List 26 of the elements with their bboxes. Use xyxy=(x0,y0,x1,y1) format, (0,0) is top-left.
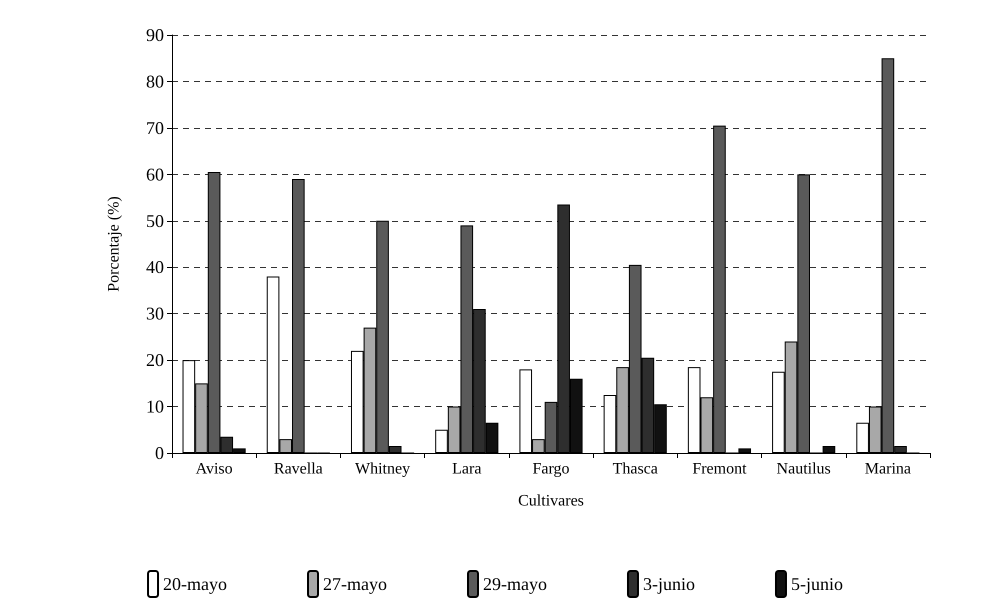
y-tick-label: 40 xyxy=(146,257,164,278)
y-tick-label: 70 xyxy=(146,118,164,138)
x-tick-label: Fremont xyxy=(692,460,748,478)
y-tick-label: 10 xyxy=(146,396,164,417)
x-tick-label: Aviso xyxy=(196,460,233,478)
y-tick-label: 90 xyxy=(146,25,164,45)
x-axis-title: Cultivares xyxy=(518,492,584,510)
y-tick-label: 30 xyxy=(146,304,164,324)
x-tick-label: Whitney xyxy=(355,460,410,478)
y-axis-title: Porcentaje (%) xyxy=(106,196,122,292)
legend-label: 3-junio xyxy=(642,574,695,594)
x-tick-label: Thasca xyxy=(612,460,658,478)
x-tick-label: Marina xyxy=(864,460,911,478)
y-tick-label: 80 xyxy=(146,71,164,92)
x-tick-label: Ravella xyxy=(274,460,323,478)
legend-label: 5-junio xyxy=(790,574,843,594)
legend-label: 27-mayo xyxy=(323,574,387,594)
legend-label: 20-mayo xyxy=(163,574,228,594)
y-tick-label: 50 xyxy=(146,210,164,231)
y-tick-label: 60 xyxy=(146,164,164,184)
x-tick-label: Lara xyxy=(452,460,482,478)
legend-label: 29-mayo xyxy=(482,574,547,594)
y-tick-label: 20 xyxy=(146,350,164,370)
y-tick-label: 0 xyxy=(155,443,164,463)
x-tick-label: Nautilus xyxy=(776,460,831,478)
x-tick-label: Fargo xyxy=(532,460,570,478)
